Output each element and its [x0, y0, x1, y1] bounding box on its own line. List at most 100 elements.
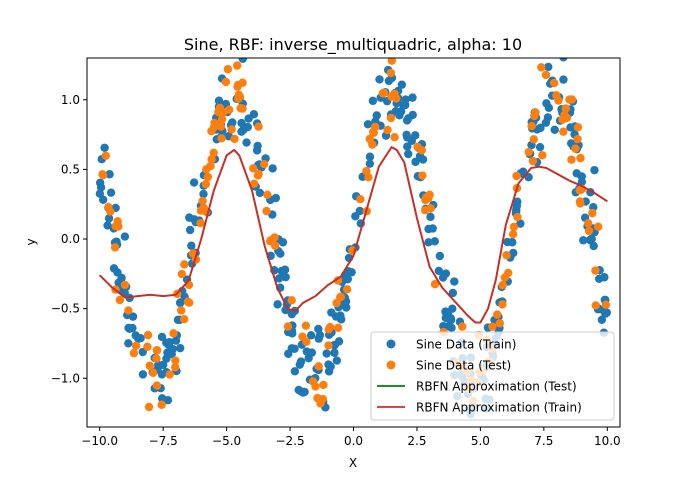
data-point [152, 354, 161, 363]
data-point [334, 337, 344, 346]
data-point [375, 75, 384, 84]
data-point [542, 99, 551, 108]
data-point [559, 75, 568, 84]
data-point [115, 295, 125, 305]
data-point [365, 152, 375, 161]
data-point [535, 142, 545, 152]
data-point [387, 58, 397, 65]
data-point [576, 199, 585, 208]
line-layer [99, 146, 608, 324]
data-point [314, 362, 323, 371]
data-point [336, 293, 345, 302]
data-point [187, 241, 196, 250]
data-point [408, 93, 417, 102]
data-point [196, 218, 205, 228]
data-point [230, 134, 239, 144]
x-tick-label: −10.0 [81, 434, 118, 448]
data-point [590, 165, 599, 175]
data-point [324, 360, 333, 369]
data-point [593, 222, 603, 231]
data-point [185, 213, 194, 222]
data-point [512, 171, 521, 181]
data-point [134, 334, 143, 343]
data-point [157, 370, 167, 379]
data-point [413, 142, 422, 151]
data-point [588, 208, 597, 218]
data-point [287, 296, 296, 305]
x-tick-label: 7.5 [534, 434, 553, 448]
data-point [390, 133, 399, 142]
y-axis: −1.0 −0.5 0.0 0.5 1.0 [51, 93, 87, 385]
data-point [209, 123, 219, 132]
data-point [216, 122, 226, 131]
data-point [171, 363, 180, 372]
data-point [577, 177, 587, 187]
data-point [584, 226, 594, 236]
data-point [128, 312, 138, 321]
legend-label: Sine Data (Train) [416, 338, 516, 352]
data-point [237, 118, 246, 128]
data-point [565, 95, 574, 104]
data-point [145, 361, 154, 370]
legend-label: RBFN Approximation (Train) [416, 401, 582, 415]
data-point [255, 188, 265, 198]
data-point [332, 356, 342, 365]
data-point [591, 266, 600, 275]
data-point [438, 273, 448, 282]
legend-box [370, 331, 615, 421]
data-point [111, 222, 120, 231]
data-point [185, 225, 195, 235]
data-point [163, 396, 173, 405]
data-point [217, 134, 226, 143]
data-point [387, 92, 396, 101]
data-point [530, 111, 539, 121]
data-point [537, 63, 546, 72]
data-point [536, 123, 545, 133]
data-point [243, 122, 253, 132]
data-point [426, 212, 435, 222]
data-point [559, 127, 568, 136]
data-point [152, 381, 162, 390]
data-point [113, 268, 122, 277]
data-point [541, 118, 551, 127]
data-point [262, 206, 271, 216]
data-point [301, 321, 311, 330]
data-point [403, 133, 412, 142]
data-point [143, 342, 152, 351]
data-point [273, 300, 282, 309]
data-point [441, 307, 450, 316]
data-point [571, 144, 580, 153]
data-point [183, 297, 193, 306]
y-tick-label: 1.0 [61, 93, 80, 107]
data-point [337, 315, 346, 324]
data-point [529, 135, 538, 144]
data-point [129, 348, 139, 358]
data-point [391, 107, 401, 116]
data-point [207, 155, 216, 164]
x-tick-label: −5.0 [212, 434, 241, 448]
data-point [559, 58, 568, 62]
x-tick-label: 5.0 [471, 434, 490, 448]
data-point [541, 70, 551, 80]
data-point [498, 300, 507, 309]
data-point [234, 90, 244, 99]
data-point [430, 237, 439, 246]
data-point [567, 155, 576, 164]
data-point [176, 343, 185, 353]
data-point [325, 322, 335, 332]
data-point [105, 170, 114, 179]
data-point [249, 164, 258, 173]
legend-marker [386, 360, 396, 370]
data-point [411, 157, 420, 167]
data-point [579, 236, 588, 245]
data-point [295, 360, 304, 369]
data-point [138, 370, 148, 379]
data-point [152, 346, 162, 355]
data-point [98, 170, 107, 179]
y-tick-label: 0.5 [61, 162, 80, 176]
data-point [538, 151, 547, 160]
data-point [347, 268, 356, 277]
data-point [527, 121, 536, 131]
data-point [408, 110, 417, 120]
